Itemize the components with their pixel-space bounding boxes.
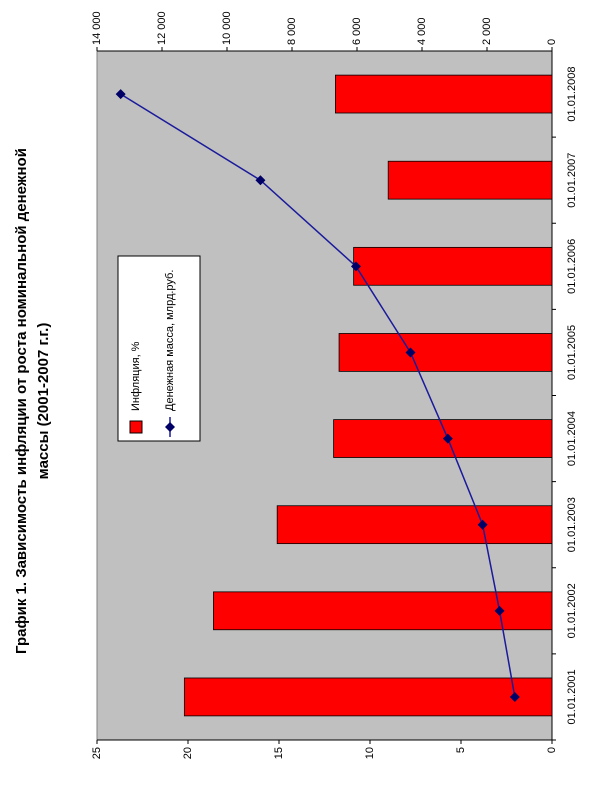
bar — [338, 333, 553, 372]
marker — [509, 691, 520, 702]
marker — [442, 433, 453, 444]
marker — [255, 175, 266, 186]
y-tick-label: 5 — [455, 747, 467, 753]
line — [120, 93, 516, 698]
legend-label: Инфляция, % — [130, 341, 142, 411]
y2-tick-label: 12 000 — [156, 11, 168, 45]
x-tick-label: 01.01.2002 — [566, 583, 578, 638]
y-tick-label: 20 — [182, 747, 194, 759]
bar — [183, 677, 553, 717]
marker — [350, 261, 361, 272]
bar — [333, 419, 553, 458]
chart-title: массы (2001-2007 г.г.) — [35, 323, 52, 480]
y2-tick-label: 0 — [546, 39, 558, 45]
y-tick-label: 10 — [364, 747, 376, 759]
x-tick-label: 01.01.2008 — [566, 67, 578, 122]
x-tick-label: 01.01.2007 — [566, 153, 578, 208]
marker — [115, 89, 126, 100]
bar — [335, 74, 553, 114]
bar — [276, 505, 553, 545]
bar — [387, 160, 553, 200]
x-tick-label: 01.01.2005 — [566, 325, 578, 380]
marker — [405, 347, 416, 358]
legend-swatch — [165, 422, 175, 432]
y2-tick-label: 6 000 — [351, 17, 363, 45]
legend — [117, 255, 201, 442]
y2-tick-label: 14 000 — [91, 11, 103, 45]
x-tick-label: 01.01.2006 — [566, 239, 578, 294]
bar — [213, 591, 553, 631]
legend-label: Денежная масса, млрд.руб. — [164, 270, 176, 411]
y2-tick-label: 2 000 — [481, 17, 493, 45]
y2-tick-label: 4 000 — [416, 17, 428, 45]
y-tick-label: 0 — [546, 747, 558, 753]
legend-swatch — [129, 420, 143, 434]
x-tick-label: 01.01.2003 — [566, 497, 578, 552]
y-tick-label: 25 — [91, 747, 103, 759]
chart-title: График 1. Зависимость инфляции от роста … — [13, 148, 30, 654]
x-tick-label: 01.01.2001 — [566, 669, 578, 724]
marker — [494, 605, 505, 616]
y-tick-label: 15 — [273, 747, 285, 759]
x-tick-label: 01.01.2004 — [566, 411, 578, 466]
bar — [353, 246, 553, 286]
y2-tick-label: 10 000 — [221, 11, 233, 45]
y2-tick-label: 8 000 — [286, 17, 298, 45]
marker — [477, 519, 488, 530]
